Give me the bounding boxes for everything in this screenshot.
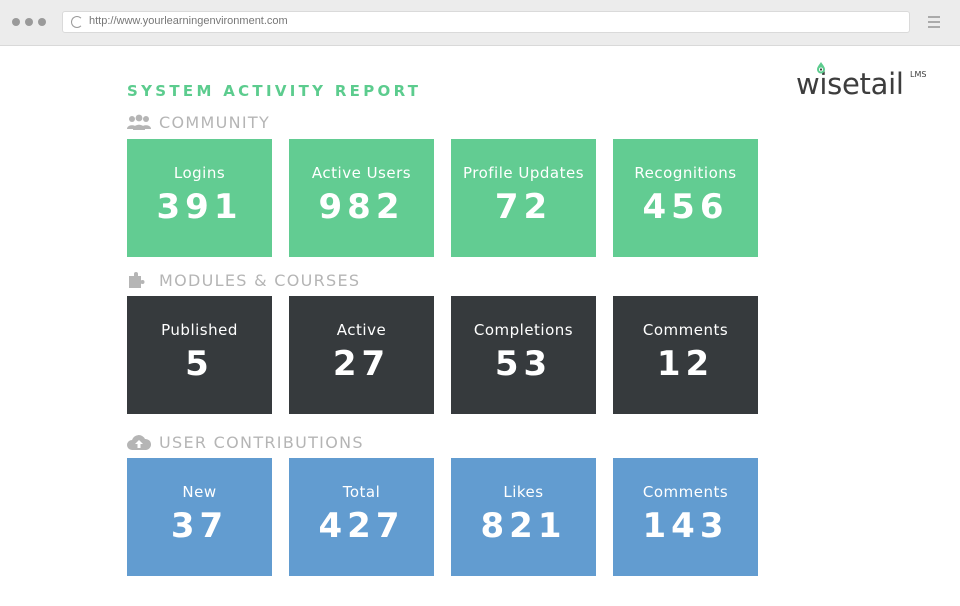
logo-superscript: LMS [910, 70, 927, 79]
wisetail-logo: wisetail LMS [796, 62, 936, 106]
section-header-user-contributions: USER CONTRIBUTIONS [127, 432, 364, 452]
tile-value: 427 [318, 506, 405, 546]
tile-label: Likes [503, 483, 544, 501]
tile-value: 27 [332, 344, 391, 384]
tile-label: Recognitions [634, 164, 737, 182]
tile-value: 12 [656, 344, 715, 384]
url-text[interactable]: http://www.yourlearningenvironment.com [89, 15, 288, 27]
tile-label: Active Users [311, 164, 412, 182]
tile-value: 143 [642, 506, 729, 546]
minimize-window-dot-icon[interactable] [25, 18, 33, 26]
hamburger-menu-icon[interactable] [928, 16, 940, 31]
close-window-dot-icon[interactable] [12, 18, 20, 26]
puzzle-icon [129, 272, 145, 288]
stat-tile-published[interactable]: Published 5 [127, 296, 272, 414]
community-tiles: Logins 391 Active Users 982 Profile Upda… [127, 139, 758, 257]
stat-tile-completions[interactable]: Completions 53 [451, 296, 596, 414]
tile-label: Logins [173, 164, 226, 182]
tile-value: 37 [170, 506, 229, 546]
stat-tile-active[interactable]: Active 27 [289, 296, 434, 414]
stat-tile-profile-updates[interactable]: Profile Updates 72 [451, 139, 596, 257]
section-label: USER CONTRIBUTIONS [159, 432, 364, 452]
user-contributions-tiles: New 37 Total 427 Likes 821 Comments 143 [127, 458, 758, 576]
stat-tile-active-users[interactable]: Active Users 982 [289, 139, 434, 257]
address-bar[interactable]: http://www.yourlearningenvironment.com [62, 11, 910, 33]
tile-value: 53 [494, 344, 553, 384]
report-page: SYSTEM ACTIVITY REPORT wisetail LMS COMM… [0, 46, 960, 606]
tile-label: Total [342, 483, 381, 501]
tile-label: Comments [642, 321, 729, 339]
stat-tile-comments[interactable]: Comments 12 [613, 296, 758, 414]
page-title: SYSTEM ACTIVITY REPORT [127, 82, 422, 100]
tile-label: Published [161, 321, 238, 339]
section-label: COMMUNITY [159, 112, 271, 132]
users-icon [127, 114, 151, 130]
logo-text: wisetail [796, 67, 904, 101]
stat-tile-likes[interactable]: Likes 821 [451, 458, 596, 576]
tile-value: 456 [642, 187, 729, 227]
tile-value: 72 [494, 187, 553, 227]
stat-tile-comments[interactable]: Comments 143 [613, 458, 758, 576]
tile-label: Profile Updates [462, 164, 585, 182]
stat-tile-total[interactable]: Total 427 [289, 458, 434, 576]
section-header-community: COMMUNITY [127, 112, 270, 132]
tile-label: New [182, 483, 217, 501]
section-label: MODULES & COURSES [159, 270, 361, 290]
tile-value: 982 [318, 187, 405, 227]
modules-courses-tiles: Published 5 Active 27 Completions 53 Com… [127, 296, 758, 414]
browser-toolbar: http://www.yourlearningenvironment.com [0, 0, 960, 46]
maximize-window-dot-icon[interactable] [38, 18, 46, 26]
tile-label: Active [336, 321, 387, 339]
tile-value: 5 [185, 344, 214, 384]
tile-label: Completions [473, 321, 574, 339]
cloud-upload-icon [127, 435, 151, 450]
stat-tile-logins[interactable]: Logins 391 [127, 139, 272, 257]
tile-label: Comments [642, 483, 729, 501]
logo-drop-icon [817, 62, 825, 74]
window-controls[interactable] [12, 18, 46, 26]
stat-tile-recognitions[interactable]: Recognitions 456 [613, 139, 758, 257]
stat-tile-new[interactable]: New 37 [127, 458, 272, 576]
tile-value: 821 [480, 506, 567, 546]
tile-value: 391 [156, 187, 243, 227]
reload-icon[interactable] [71, 16, 83, 28]
section-header-modules-courses: MODULES & COURSES [127, 270, 360, 290]
